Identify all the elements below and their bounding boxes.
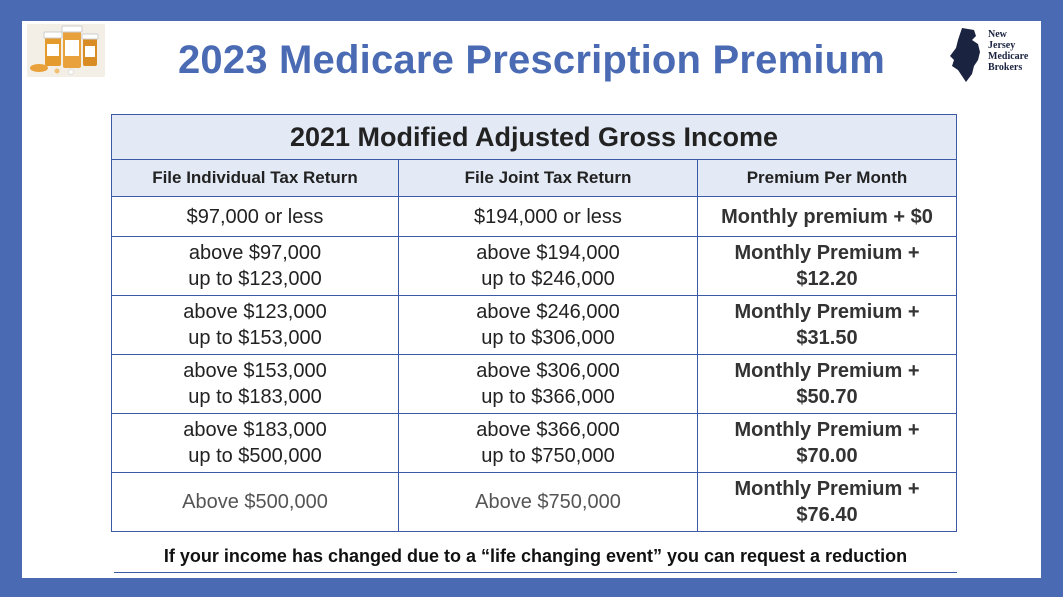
column-header: File Individual Tax Return (111, 159, 399, 197)
individual-income-cell: $97,000 or less (111, 196, 399, 237)
premium-cell: Monthly Premium + $31.50 (696, 295, 958, 355)
joint-income-cell: $194,000 or less (398, 196, 698, 237)
table-row: above $153,000 up to $183,000 above $306,… (111, 354, 958, 414)
individual-income-cell: above $123,000 up to $153,000 (111, 295, 399, 355)
table-row: Above $500,000 Above $750,000 Monthly Pr… (111, 472, 958, 532)
table-row: $97,000 or less $194,000 or less Monthly… (111, 196, 958, 237)
footer-note: If your income has changed due to a “lif… (114, 546, 957, 573)
nj-map-icon (948, 26, 1043, 86)
page-title: 2023 Medicare Prescription Premium (177, 38, 886, 82)
table-row: above $183,000 up to $500,000 above $366,… (111, 413, 958, 473)
premium-cell: Monthly Premium + $70.00 (696, 413, 958, 473)
premium-table: 2021 Modified Adjusted Gross Income File… (110, 114, 958, 532)
individual-income-cell: above $97,000 up to $123,000 (111, 236, 399, 296)
individual-income-cell: Above $500,000 (111, 472, 399, 532)
premium-cell: Monthly premium + $0 (696, 196, 958, 237)
joint-income-cell: above $194,000 up to $246,000 (398, 236, 698, 296)
pill-bottles-image (27, 24, 105, 77)
table-row: above $123,000 up to $153,000 above $246,… (111, 295, 958, 355)
premium-cell: Monthly Premium + $12.20 (696, 236, 958, 296)
joint-income-cell: above $366,000 up to $750,000 (398, 413, 698, 473)
table-heading: 2021 Modified Adjusted Gross Income (110, 114, 958, 160)
column-header: Premium Per Month (696, 159, 958, 197)
premium-cell: Monthly Premium + $76.40 (696, 472, 958, 532)
joint-income-cell: above $246,000 up to $306,000 (398, 295, 698, 355)
individual-income-cell: above $153,000 up to $183,000 (111, 354, 399, 414)
joint-income-cell: Above $750,000 (398, 472, 698, 532)
column-header: File Joint Tax Return (398, 159, 698, 197)
joint-income-cell: above $306,000 up to $366,000 (398, 354, 698, 414)
individual-income-cell: above $183,000 up to $500,000 (111, 413, 399, 473)
table-row: above $97,000 up to $123,000 above $194,0… (111, 236, 958, 296)
logo-text: New Jersey Medicare Brokers (988, 29, 1029, 73)
premium-cell: Monthly Premium + $50.70 (696, 354, 958, 414)
